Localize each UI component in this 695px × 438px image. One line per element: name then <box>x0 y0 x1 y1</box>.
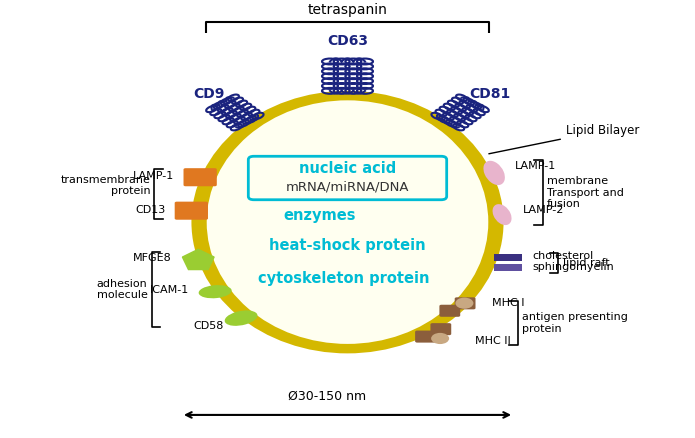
Ellipse shape <box>224 311 257 326</box>
Text: Ø30-150 nm: Ø30-150 nm <box>288 390 366 403</box>
Text: cholesterol: cholesterol <box>532 251 594 261</box>
Ellipse shape <box>199 285 231 298</box>
Text: mRNA/miRNA/DNA: mRNA/miRNA/DNA <box>286 180 409 193</box>
Ellipse shape <box>431 333 449 344</box>
Ellipse shape <box>484 161 505 185</box>
Ellipse shape <box>206 100 489 344</box>
Text: ICAM-1: ICAM-1 <box>149 285 189 294</box>
FancyBboxPatch shape <box>494 254 521 261</box>
Text: membrane
Transport and
fusion: membrane Transport and fusion <box>547 176 623 209</box>
FancyBboxPatch shape <box>183 168 217 186</box>
FancyBboxPatch shape <box>455 297 475 309</box>
Ellipse shape <box>493 204 512 225</box>
Text: tetraspanin: tetraspanin <box>308 3 387 17</box>
Text: CD58: CD58 <box>193 321 224 331</box>
Text: antigen presenting
protein: antigen presenting protein <box>522 312 628 334</box>
Text: transmembrane
protein: transmembrane protein <box>60 175 150 196</box>
Text: CD13: CD13 <box>136 205 165 215</box>
Text: lipid raft: lipid raft <box>562 258 609 268</box>
Text: enzymes: enzymes <box>284 208 356 223</box>
Text: heat-shock protein: heat-shock protein <box>269 238 426 253</box>
FancyBboxPatch shape <box>415 331 436 343</box>
Text: cytoskeleton protein: cytoskeleton protein <box>259 271 430 286</box>
Text: CD63: CD63 <box>327 34 368 48</box>
Text: MFGE8: MFGE8 <box>133 253 172 263</box>
FancyBboxPatch shape <box>494 264 521 271</box>
Ellipse shape <box>455 297 473 309</box>
Text: adhesion
molecule: adhesion molecule <box>97 279 147 300</box>
Text: sphingomyelin: sphingomyelin <box>532 262 614 272</box>
Text: CD9: CD9 <box>193 87 224 101</box>
Polygon shape <box>182 249 214 269</box>
Text: nucleic acid: nucleic acid <box>299 161 396 176</box>
Ellipse shape <box>191 91 504 353</box>
Text: MHC II: MHC II <box>475 336 511 346</box>
Text: Lipid Bilayer: Lipid Bilayer <box>489 124 639 154</box>
Text: MHC I: MHC I <box>492 298 525 308</box>
Text: LAMP-1: LAMP-1 <box>133 171 174 181</box>
FancyBboxPatch shape <box>430 323 451 335</box>
FancyBboxPatch shape <box>439 305 460 317</box>
Text: CD81: CD81 <box>469 87 510 101</box>
FancyBboxPatch shape <box>174 201 208 220</box>
Text: LAMP-1: LAMP-1 <box>515 162 556 171</box>
Text: LAMP-2: LAMP-2 <box>523 205 564 215</box>
